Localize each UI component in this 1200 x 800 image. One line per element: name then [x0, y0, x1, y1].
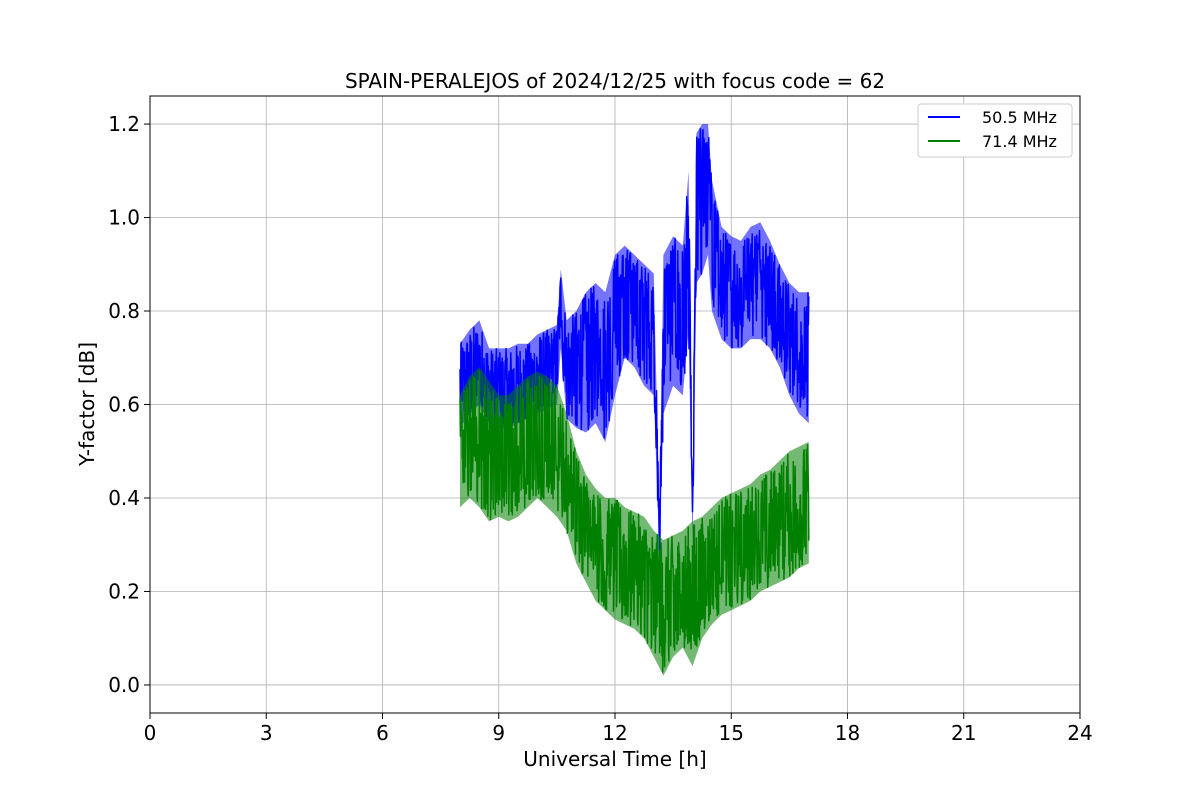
x-tick-label: 0 — [144, 721, 157, 745]
x-tick-label: 12 — [602, 721, 627, 745]
legend: 50.5 MHz 71.4 MHz — [917, 103, 1073, 158]
x-tick-label: 9 — [492, 721, 505, 745]
y-tick-label: 0.4 — [108, 486, 140, 510]
y-tick-label: 1.0 — [108, 206, 140, 230]
x-tick-label: 21 — [951, 721, 976, 745]
legend-label-series-2: 71.4 MHz — [982, 132, 1057, 151]
y-tick-label: 0.8 — [108, 299, 140, 323]
series-layer — [459, 124, 810, 676]
series-1-envelope — [460, 124, 809, 559]
x-tick-label: 3 — [260, 721, 273, 745]
series-2-line — [459, 369, 810, 673]
x-axis-label: Universal Time [h] — [523, 747, 706, 771]
chart-title: SPAIN-PERALEJOS of 2024/12/25 with focus… — [345, 69, 885, 93]
x-tick-label: 24 — [1067, 721, 1092, 745]
series-2 — [459, 367, 810, 676]
legend-label-series-1: 50.5 MHz — [982, 108, 1057, 127]
series-1 — [459, 124, 810, 559]
y-tick-label: 0.0 — [108, 673, 140, 697]
x-tick-label: 15 — [719, 721, 744, 745]
x-tick-label: 6 — [376, 721, 389, 745]
y-tick-label: 1.2 — [108, 112, 140, 136]
tick-layer: 0 3 6 9 12 15 18 21 24 0.0 0.2 0.4 0.6 0.8 1.0 1.2 — [108, 112, 1093, 745]
x-tick-label: 18 — [835, 721, 860, 745]
series-1-line — [459, 127, 810, 559]
y-tick-label: 0.6 — [108, 393, 140, 417]
y-tick-label: 0.2 — [108, 579, 140, 603]
y-axis-label: Y-factor [dB] — [75, 342, 99, 467]
